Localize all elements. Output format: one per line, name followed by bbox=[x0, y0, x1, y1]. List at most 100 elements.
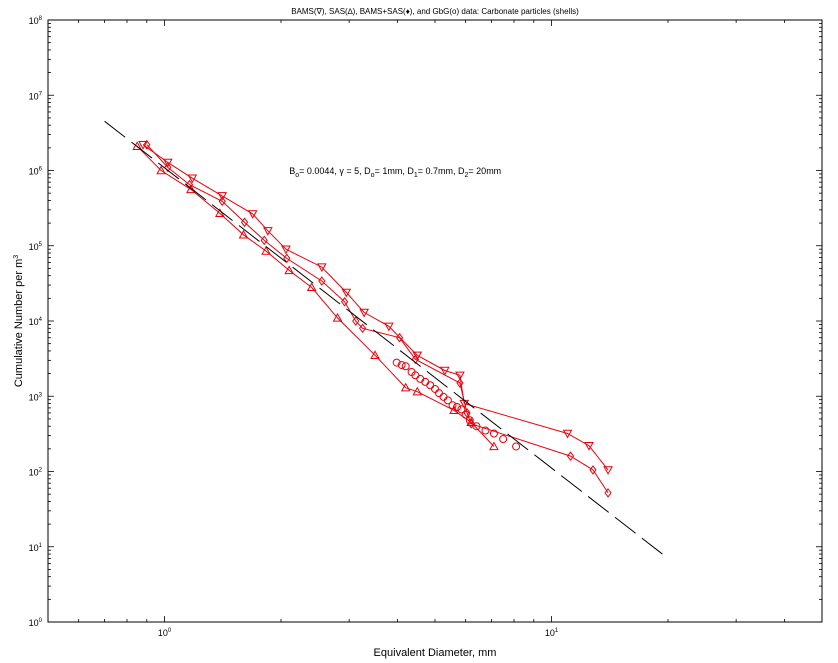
x-tick-label-exponent: 0 bbox=[168, 628, 172, 634]
marker-diamond bbox=[411, 354, 420, 365]
y-tick-label-exponent: 7 bbox=[39, 91, 43, 97]
marker-triangle-down bbox=[138, 141, 148, 150]
marker-triangle-up bbox=[238, 229, 249, 239]
marker-triangle-up bbox=[370, 350, 380, 360]
marker-triangle-up bbox=[332, 312, 343, 322]
x-axis-label: Equivalent Diameter, mm bbox=[374, 647, 497, 659]
y-tick-label-exponent: 0 bbox=[39, 618, 43, 624]
y-tick-label-exponent: 3 bbox=[39, 392, 43, 398]
y-tick-label: 101 bbox=[29, 543, 43, 553]
marker-triangle-down bbox=[384, 322, 394, 332]
marker-triangle-down bbox=[455, 371, 465, 381]
marker-diamond bbox=[283, 253, 291, 264]
marker-circle bbox=[392, 358, 401, 367]
y-axis-label-superscript: 3 bbox=[13, 255, 20, 259]
marker-circle bbox=[448, 401, 457, 410]
y-tick-label-exponent: 8 bbox=[39, 16, 43, 22]
y-axis-label-text: Cumulative Number per m bbox=[13, 259, 25, 387]
marker-triangle-up bbox=[306, 282, 317, 292]
chart-title: BAMS(∇), SAS(∆), BAMS+SAS(♦), and GbG(o)… bbox=[291, 7, 579, 16]
y-tick-label-base: 10 bbox=[29, 242, 39, 252]
x-tick-label-base: 10 bbox=[158, 628, 168, 638]
marker-diamond bbox=[604, 488, 612, 498]
marker-diamond bbox=[352, 316, 360, 326]
marker-diamond bbox=[358, 323, 367, 334]
marker-triangle-down bbox=[263, 227, 273, 236]
circle-series bbox=[392, 358, 521, 451]
marker-circle bbox=[453, 402, 462, 411]
marker-circle bbox=[512, 442, 521, 451]
series-line bbox=[136, 145, 495, 447]
series-line bbox=[146, 144, 609, 494]
marker-triangle-down bbox=[187, 174, 198, 184]
annotation-part: = 0.7mm, D bbox=[418, 166, 465, 176]
annotation-part: B bbox=[289, 166, 295, 176]
marker-circle bbox=[426, 381, 435, 390]
y-tick-label: 106 bbox=[29, 167, 43, 177]
y-tick-label-base: 10 bbox=[29, 91, 39, 101]
marker-circle bbox=[397, 361, 406, 370]
y-tick-label-base: 10 bbox=[29, 392, 39, 402]
marker-circle bbox=[481, 426, 490, 435]
marker-circle bbox=[431, 384, 439, 393]
x-tick-label-exponent: 1 bbox=[555, 628, 559, 634]
marker-diamond bbox=[566, 451, 575, 461]
marker-diamond bbox=[164, 162, 172, 173]
annotation-part: = 0.0044, γ = 5, D bbox=[299, 166, 371, 176]
marker-triangle-down bbox=[562, 429, 573, 439]
triangle-up-series bbox=[132, 141, 499, 451]
marker-circle bbox=[457, 405, 466, 414]
model-series bbox=[104, 120, 669, 559]
marker-triangle-down bbox=[316, 263, 327, 273]
marker-diamond bbox=[185, 179, 194, 190]
y-tick-label-base: 10 bbox=[29, 317, 39, 327]
model-fit-line bbox=[104, 120, 669, 559]
marker-diamond bbox=[467, 418, 475, 429]
marker-triangle-down bbox=[603, 466, 613, 475]
marker-diamond bbox=[395, 332, 404, 343]
plot-frame bbox=[47, 19, 823, 623]
y-tick-label: 102 bbox=[29, 468, 43, 478]
marker-triangle-up bbox=[261, 246, 271, 255]
marker-diamond bbox=[260, 235, 268, 246]
marker-circle bbox=[499, 435, 508, 444]
y-tick-label-base: 10 bbox=[29, 618, 39, 628]
marker-triangle-down bbox=[584, 442, 594, 451]
y-tick-label-base: 10 bbox=[29, 16, 39, 26]
marker-triangle-up bbox=[132, 141, 143, 150]
parameter-annotation: Bo= 0.0044, γ = 5, Do= 1mm, D1= 0.7mm, D… bbox=[289, 166, 501, 179]
marker-triangle-down bbox=[341, 288, 352, 298]
y-tick-label: 104 bbox=[29, 317, 43, 327]
marker-circle bbox=[401, 362, 410, 371]
annotation-part: 2 bbox=[465, 172, 469, 179]
y-tick-label: 105 bbox=[29, 242, 43, 252]
marker-circle bbox=[465, 416, 474, 425]
y-tick-label: 100 bbox=[29, 618, 43, 628]
marker-triangle-up bbox=[489, 441, 499, 451]
x-tick-label: 100 bbox=[158, 628, 172, 638]
y-tick-label: 107 bbox=[29, 91, 43, 101]
marker-diamond bbox=[456, 378, 464, 388]
marker-triangle-up bbox=[186, 184, 196, 194]
marker-triangle-down bbox=[359, 308, 369, 318]
marker-diamond bbox=[218, 196, 226, 207]
annotation-part: o bbox=[295, 172, 299, 179]
marker-triangle-down bbox=[281, 245, 291, 255]
series-line bbox=[142, 144, 609, 471]
marker-diamond bbox=[340, 296, 349, 307]
y-tick-label-exponent: 5 bbox=[39, 242, 43, 248]
diamond-series bbox=[143, 139, 612, 498]
x-tick-label: 101 bbox=[545, 628, 559, 638]
marker-triangle-up bbox=[412, 386, 423, 396]
marker-triangle-up bbox=[156, 165, 166, 175]
marker-triangle-up bbox=[284, 265, 295, 275]
marker-triangle-down bbox=[439, 366, 450, 376]
marker-circle bbox=[489, 429, 498, 438]
marker-diamond bbox=[589, 465, 597, 475]
marker-triangle-down bbox=[162, 158, 173, 168]
marker-circle bbox=[434, 389, 443, 398]
marker-circle bbox=[461, 410, 470, 419]
marker-diamond bbox=[240, 217, 249, 228]
marker-triangle-up bbox=[400, 382, 411, 392]
